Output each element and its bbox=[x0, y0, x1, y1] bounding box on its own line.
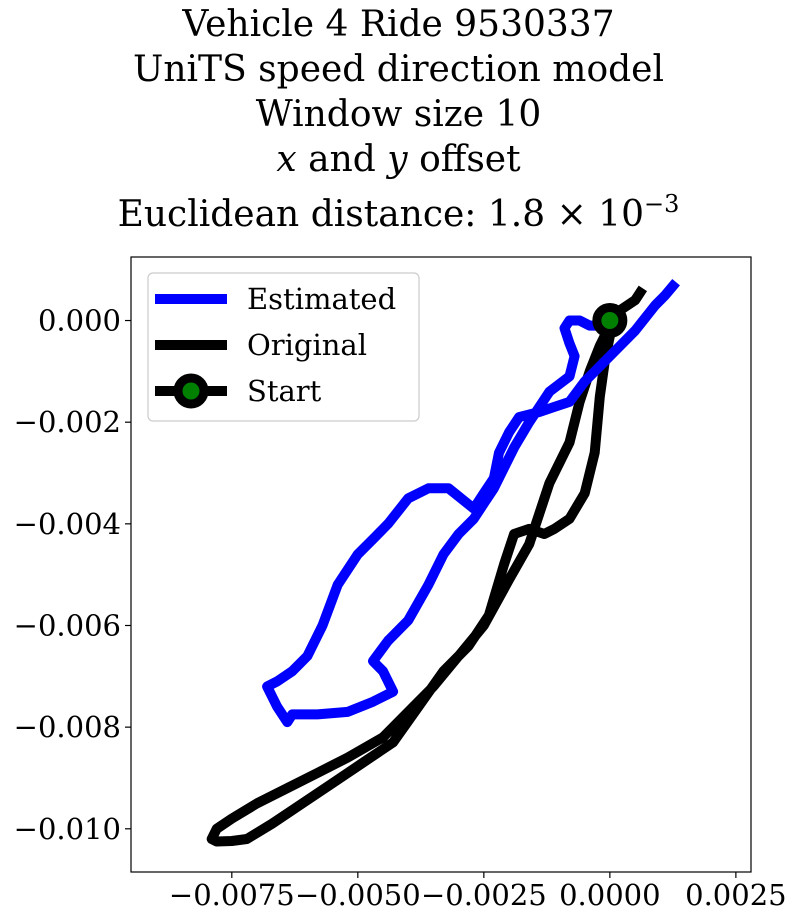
legend-label-start: Start bbox=[247, 374, 322, 408]
series-layer bbox=[206, 278, 680, 847]
title-line-3: Window size 10 bbox=[255, 94, 542, 135]
tick-layer: −0.0075 −0.0050 −0.0025 0.0000 0.0025 0.000 −0… bbox=[14, 304, 787, 912]
legend-start-marker bbox=[173, 373, 209, 409]
title-line-1: Vehicle 4 Ride 9530337 bbox=[182, 4, 615, 45]
title-distance: Euclidean distance: 1.8 × 10 bbox=[117, 194, 644, 235]
title-and: and bbox=[296, 139, 388, 180]
legend-box bbox=[147, 272, 420, 422]
y-tick-label: −0.008 bbox=[14, 710, 121, 744]
chart-title: Vehicle 4 Ride 9530337 UniTS speed direc… bbox=[0, 0, 797, 237]
y-tick-label: −0.004 bbox=[14, 507, 121, 541]
x-tick-label: −0.0075 bbox=[169, 878, 295, 912]
x-tick-label: 0.0025 bbox=[685, 878, 786, 912]
x-tick-label: −0.0050 bbox=[295, 878, 421, 912]
series-line-estimated bbox=[262, 278, 680, 728]
y-tick-label: −0.010 bbox=[14, 812, 121, 846]
legend-label-estimated: Estimated bbox=[247, 282, 396, 316]
title-offset: offset bbox=[407, 139, 521, 180]
title-line-4: x and y offset bbox=[0, 137, 797, 182]
title-var-x: x bbox=[276, 139, 297, 180]
series-line-original bbox=[206, 285, 648, 847]
y-tick-label: −0.006 bbox=[14, 608, 121, 642]
legend-label-original: Original bbox=[247, 328, 367, 362]
title-line-5: Euclidean distance: 1.8 × 10−3 bbox=[0, 182, 797, 237]
title-line-2: UniTS speed direction model bbox=[133, 49, 664, 90]
title-exponent: −3 bbox=[644, 190, 680, 218]
y-tick-label: 0.000 bbox=[38, 304, 121, 338]
legend: Estimated Original Start bbox=[147, 272, 420, 422]
title-var-y: y bbox=[387, 139, 408, 180]
x-tick-label: 0.0000 bbox=[559, 878, 660, 912]
plot-frame bbox=[130, 256, 752, 873]
x-tick-label: −0.0025 bbox=[421, 878, 547, 912]
y-tick-label: −0.002 bbox=[14, 405, 121, 439]
start-marker bbox=[592, 303, 628, 339]
